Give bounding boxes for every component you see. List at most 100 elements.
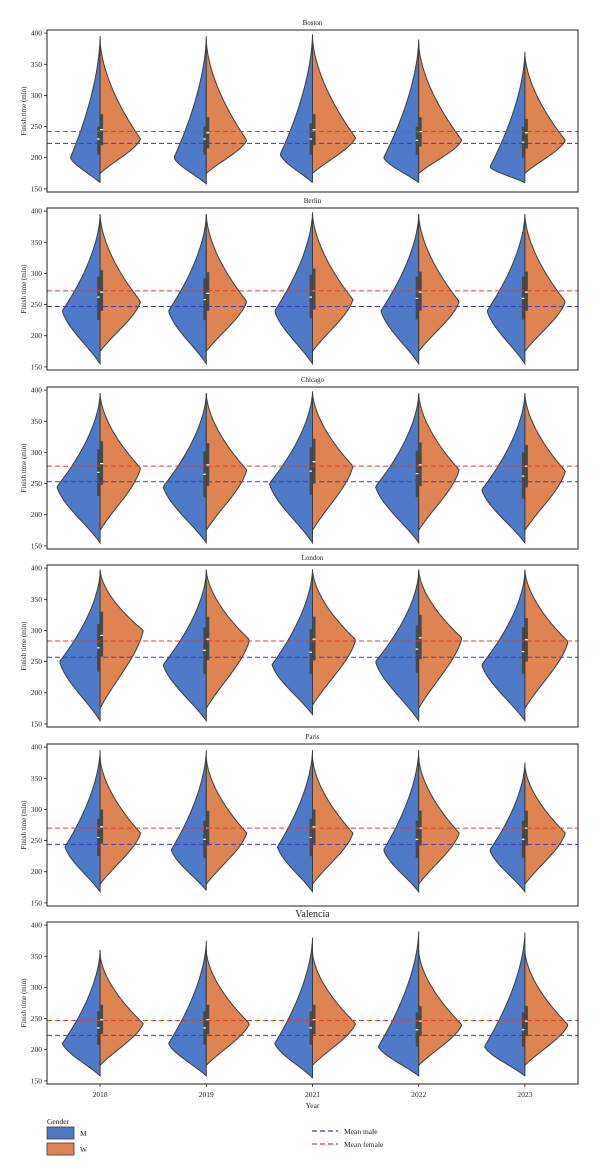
panel-berlin: Berlin 150 200 250 300 350 400 Finish time (min… [20, 197, 579, 371]
violin-half-W [418, 393, 460, 533]
violin-half-W [418, 950, 462, 1067]
x-axis-label: Year [306, 1101, 320, 1110]
panel-london: London 150 200 250 300 350 400 Finish time (min… [20, 554, 579, 728]
y-tick-label: 350 [31, 60, 43, 69]
violin-half-W [418, 569, 463, 711]
y-tick-label: 150 [31, 898, 43, 907]
violin-half-M [276, 750, 313, 894]
y-tick-label: 200 [31, 688, 43, 697]
panel-chicago: Chicago 150 200 250 300 350 400 Finish time (mi… [20, 376, 579, 550]
legend-label-M: M [80, 1129, 87, 1138]
violin-2023 [484, 932, 569, 1077]
y-axis-label: Finish time (min) [20, 978, 28, 1028]
iqr-box-M [521, 627, 525, 675]
violin-half-M [162, 571, 207, 723]
panel-paris: Paris 150 200 250 300 350 400 Finish time (min) [20, 733, 579, 907]
violin-half-W [418, 42, 462, 175]
violin-2019 [170, 750, 248, 891]
violin-half-W [99, 756, 142, 885]
violin-2018 [56, 393, 141, 545]
violin-2019 [173, 36, 248, 185]
y-tick-label: 250 [31, 1014, 43, 1023]
violin-2019 [162, 393, 248, 545]
violin-half-M [64, 750, 101, 894]
y-tick-label: 400 [31, 386, 43, 395]
violin-half-W [205, 214, 248, 353]
y-tick-label: 250 [31, 479, 43, 488]
panel-frame [46, 386, 579, 550]
violin-2021 [276, 750, 354, 894]
violin-half-M [271, 569, 313, 716]
panel-title: Paris [306, 733, 320, 741]
iqr-box-W [524, 271, 528, 311]
panel-title: Berlin [304, 197, 322, 205]
violin-half-M [375, 393, 420, 545]
violin-half-M [168, 940, 207, 1078]
y-tick-label: 350 [31, 595, 43, 604]
iqr-box-W [100, 611, 104, 657]
violin-2019 [168, 940, 250, 1078]
violin-2018 [64, 750, 142, 894]
iqr-box-W [312, 268, 316, 310]
violin-half-W [205, 569, 250, 711]
panel-title: Chicago [301, 376, 325, 384]
x-tick-label: 2023 [517, 1090, 532, 1099]
y-tick-label: 300 [31, 983, 43, 992]
iqr-box-W [418, 271, 422, 311]
violin-half-M [173, 36, 207, 185]
y-tick-label: 300 [31, 626, 43, 635]
iqr-box-M [97, 276, 101, 321]
y-tick-label: 300 [31, 448, 43, 457]
legend-swatch-W [46, 1142, 75, 1156]
y-tick-label: 400 [31, 743, 43, 752]
panel-title: London [302, 554, 324, 562]
y-axis-label: Finish time (min) [20, 264, 28, 314]
violin-half-W [418, 214, 460, 353]
violin-half-M [62, 214, 101, 366]
y-tick-label: 200 [31, 1045, 43, 1054]
violin-half-W [99, 39, 142, 175]
y-tick-label: 350 [31, 774, 43, 783]
iqr-box-M [309, 629, 313, 675]
y-axis-label: Finish time (min) [20, 800, 28, 850]
y-tick-label: 150 [31, 362, 43, 371]
violin-2018 [61, 950, 144, 1078]
violin-2021 [274, 212, 354, 366]
violin-half-M [274, 937, 313, 1079]
y-tick-label: 350 [31, 417, 43, 426]
violin-2023 [489, 762, 566, 894]
violin-2019 [168, 214, 248, 366]
y-tick-label: 250 [31, 657, 43, 666]
iqr-box-M [203, 126, 207, 155]
y-tick-label: 400 [31, 29, 43, 38]
iqr-box-W [418, 442, 422, 487]
iqr-box-W [418, 614, 422, 660]
violin-2022 [383, 750, 460, 894]
y-tick-label: 250 [31, 300, 43, 309]
x-tick-label: 2018 [93, 1090, 108, 1099]
y-axis-label: Finish time (min) [20, 443, 28, 493]
violin-half-M [170, 750, 207, 891]
violin-half-M [486, 214, 526, 366]
panel-frame [46, 743, 579, 907]
violin-half-W [524, 393, 566, 532]
panel-boston: Boston 150 200 250 300 350 400 Finish time (min… [20, 19, 579, 193]
panel-title: Boston [303, 19, 323, 27]
violin-half-W [205, 756, 248, 885]
iqr-box-W [206, 272, 210, 311]
iqr-box-W [312, 438, 316, 484]
y-tick-label: 200 [31, 867, 43, 876]
iqr-box-W [524, 119, 528, 149]
y-tick-label: 350 [31, 952, 43, 961]
violin-half-W [524, 764, 566, 885]
y-tick-label: 200 [31, 510, 43, 519]
y-tick-label: 300 [31, 91, 43, 100]
y-tick-label: 200 [31, 331, 43, 340]
violin-half-W [99, 953, 144, 1067]
y-tick-label: 150 [31, 1076, 43, 1085]
violin-2023 [481, 569, 569, 723]
violin-2022 [375, 393, 460, 545]
violin-half-W [524, 569, 569, 711]
y-tick-label: 200 [31, 153, 43, 162]
violin-half-W [312, 569, 356, 706]
